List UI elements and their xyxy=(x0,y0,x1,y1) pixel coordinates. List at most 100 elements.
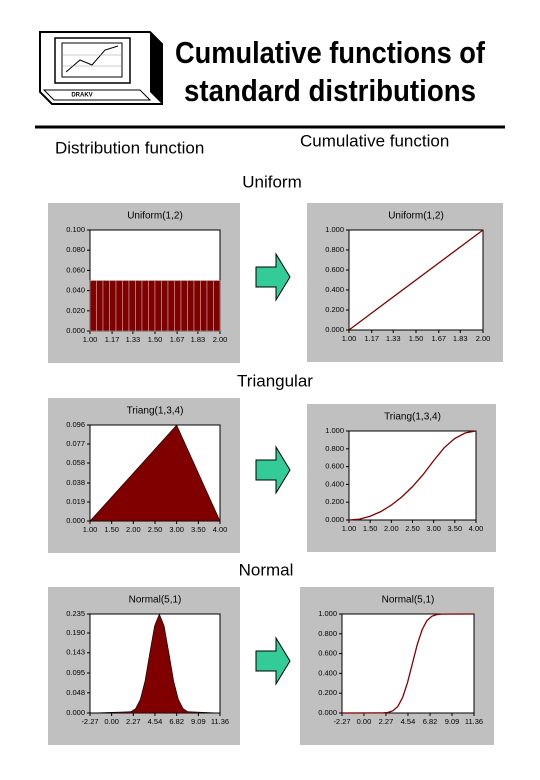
bar xyxy=(96,280,104,332)
x-tick-label: 3.50 xyxy=(448,524,463,533)
y-tick-label: 0.040 xyxy=(66,286,85,295)
x-tick-label: 1.00 xyxy=(83,335,98,344)
x-tick-label: 2.27 xyxy=(126,717,141,726)
y-tick-label: 1.000 xyxy=(318,609,337,618)
x-tick-label: 1.33 xyxy=(386,334,401,343)
x-tick-label: 2.50 xyxy=(148,525,163,534)
x-tick-label: 1.50 xyxy=(148,335,163,344)
x-tick-label: 0.00 xyxy=(104,717,119,726)
section-label: Normal xyxy=(239,560,294,579)
area xyxy=(89,424,221,522)
bar xyxy=(174,280,182,332)
chart: Uniform(1,2) 0.000 0.020 0.040 0.060 0.080 0.1… xyxy=(48,203,240,363)
x-tick-label: 3.00 xyxy=(426,524,441,533)
y-tick-label: 0.400 xyxy=(325,479,344,488)
section-label: Uniform xyxy=(242,172,302,191)
x-tick-label: 0.00 xyxy=(357,717,372,726)
x-tick-label: 1.67 xyxy=(170,335,185,344)
chart: Triang(1,3,4) 0.000 0.019 0.038 0.058 0.077 0.… xyxy=(48,398,240,553)
x-tick-label: 1.50 xyxy=(363,524,378,533)
y-tick-label: 0.000 xyxy=(66,708,85,717)
x-tick-label: 4.54 xyxy=(401,717,416,726)
chart-title: Triang(1,3,4) xyxy=(127,406,184,417)
y-tick-label: 0.000 xyxy=(318,708,337,717)
chart: Uniform(1,2) 0.000 0.200 0.400 0.600 0.800 1.0… xyxy=(307,203,503,362)
line xyxy=(348,229,484,331)
y-tick-label: 0.000 xyxy=(325,325,344,334)
y-tick-label: 0.000 xyxy=(325,515,344,524)
x-tick-label: -2.27 xyxy=(333,717,350,726)
line xyxy=(341,613,475,714)
x-tick-label: 1.00 xyxy=(83,525,98,534)
x-tick-label: 1.83 xyxy=(453,334,468,343)
y-tick-label: 0.048 xyxy=(66,688,85,697)
y-tick-label: 1.000 xyxy=(325,225,344,234)
bar xyxy=(148,280,156,332)
y-tick-label: 0.190 xyxy=(66,628,85,637)
x-tick-label: -2.27 xyxy=(81,717,98,726)
y-tick-label: 0.400 xyxy=(318,668,337,677)
chart: Normal(5,1) 0.000 0.200 0.400 0.600 0.800 1.00… xyxy=(300,587,494,745)
bar xyxy=(135,280,143,332)
plot-area xyxy=(348,430,477,521)
bar xyxy=(122,280,130,332)
y-tick-label: 0.077 xyxy=(66,439,85,448)
arrow xyxy=(255,252,291,686)
y-tick-label: 0.800 xyxy=(318,629,337,638)
x-tick-label: 3.50 xyxy=(191,525,206,534)
y-tick-label: 0.600 xyxy=(325,462,344,471)
x-tick-label: 1.67 xyxy=(431,334,446,343)
logo: DRAKV xyxy=(39,31,163,105)
y-tick-label: 0.060 xyxy=(66,265,85,274)
y-tick-label: 0.000 xyxy=(66,516,85,525)
chart-title: Triang(1,3,4) xyxy=(384,412,441,423)
bar xyxy=(89,280,97,332)
chart-title: Uniform(1,2) xyxy=(388,211,444,222)
bar xyxy=(102,280,110,332)
x-tick-label: 1.17 xyxy=(105,335,120,344)
x-tick-label: 11.36 xyxy=(465,717,483,726)
left-heading: Distribution function xyxy=(55,138,204,157)
line xyxy=(348,430,477,521)
x-tick-label: 1.83 xyxy=(191,335,206,344)
x-tick-label: 1.50 xyxy=(104,525,119,534)
bar xyxy=(187,280,195,332)
bar xyxy=(109,280,117,332)
chart-title: Normal(5,1) xyxy=(129,595,182,606)
title-line: Cumulative functions of xyxy=(175,35,486,70)
bar xyxy=(200,280,208,332)
plot-area xyxy=(341,613,475,714)
x-tick-label: 2.50 xyxy=(405,524,420,533)
y-tick-label: 0.235 xyxy=(66,609,85,618)
y-tick-label: 0.800 xyxy=(325,245,344,254)
x-tick-label: 2.00 xyxy=(213,335,228,344)
y-tick-label: 0.038 xyxy=(66,478,85,487)
y-tick-label: 0.020 xyxy=(66,306,85,315)
x-tick-label: 3.00 xyxy=(169,525,184,534)
y-tick-label: 0.600 xyxy=(318,649,337,658)
x-tick-label: 9.09 xyxy=(445,717,460,726)
x-tick-label: 2.00 xyxy=(476,334,491,343)
logo-text: DRAKV xyxy=(71,93,92,99)
y-tick-label: 0.200 xyxy=(325,305,344,314)
y-tick-label: 0.058 xyxy=(66,458,85,467)
y-tick-label: 0.600 xyxy=(325,265,344,274)
chart-title: Uniform(1,2) xyxy=(127,211,183,222)
y-tick-label: 0.143 xyxy=(66,648,85,657)
x-tick-label: 4.00 xyxy=(213,525,228,534)
right-heading: Cumulative function xyxy=(300,131,449,150)
bar xyxy=(180,280,188,332)
x-tick-label: 1.50 xyxy=(409,334,424,343)
bar xyxy=(206,280,214,332)
y-tick-label: 0.019 xyxy=(66,497,85,506)
y-tick-label: 0.200 xyxy=(318,688,337,697)
x-tick-label: 1.00 xyxy=(342,524,357,533)
area xyxy=(89,613,221,714)
y-tick-label: 0.080 xyxy=(66,245,85,254)
bar xyxy=(115,280,123,332)
y-tick-label: 1.000 xyxy=(325,426,344,435)
x-tick-label: 2.00 xyxy=(384,524,399,533)
bar xyxy=(161,280,169,332)
y-tick-label: 0.100 xyxy=(66,225,85,234)
